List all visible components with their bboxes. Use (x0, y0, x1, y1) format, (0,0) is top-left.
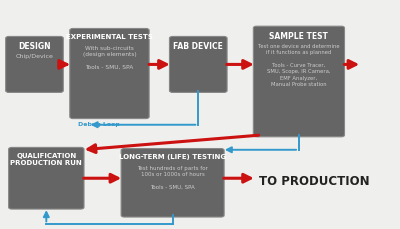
FancyBboxPatch shape (170, 36, 227, 93)
Text: SAMPLE TEST: SAMPLE TEST (270, 32, 328, 41)
Text: Test hundreds of parts for
100s or 1000s of hours

Tools - SMU, SPA: Test hundreds of parts for 100s or 1000s… (137, 166, 208, 190)
Text: Test one device and determine
if it functions as planned

Tools - Curve Tracer,
: Test one device and determine if it func… (258, 44, 340, 87)
Text: Debug Loop: Debug Loop (78, 122, 120, 127)
FancyBboxPatch shape (253, 26, 344, 137)
FancyBboxPatch shape (70, 28, 149, 119)
FancyBboxPatch shape (121, 149, 224, 217)
Text: EXPERIMENTAL TESTS: EXPERIMENTAL TESTS (66, 34, 153, 40)
Text: TO PRODUCTION: TO PRODUCTION (260, 175, 370, 188)
Text: QUALIFICATION
PRODUCTION RUN: QUALIFICATION PRODUCTION RUN (10, 153, 82, 166)
Text: FAB DEVICE: FAB DEVICE (173, 42, 223, 51)
Text: LONG-TERM (LIFE) TESTING: LONG-TERM (LIFE) TESTING (119, 154, 226, 161)
FancyBboxPatch shape (6, 36, 63, 93)
Text: Chip/Device: Chip/Device (16, 54, 54, 59)
Text: DESIGN: DESIGN (18, 42, 51, 51)
Text: With sub-circuits
(design elements)

Tools - SMU, SPA: With sub-circuits (design elements) Tool… (82, 46, 136, 70)
FancyBboxPatch shape (9, 147, 84, 209)
